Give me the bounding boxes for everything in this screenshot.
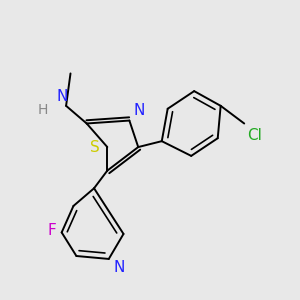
Text: N: N [134,103,145,118]
Text: S: S [90,140,100,154]
Text: N: N [56,89,68,104]
Text: H: H [38,103,48,117]
Text: Cl: Cl [247,128,262,143]
Text: N: N [113,260,124,275]
Text: F: F [47,224,56,238]
